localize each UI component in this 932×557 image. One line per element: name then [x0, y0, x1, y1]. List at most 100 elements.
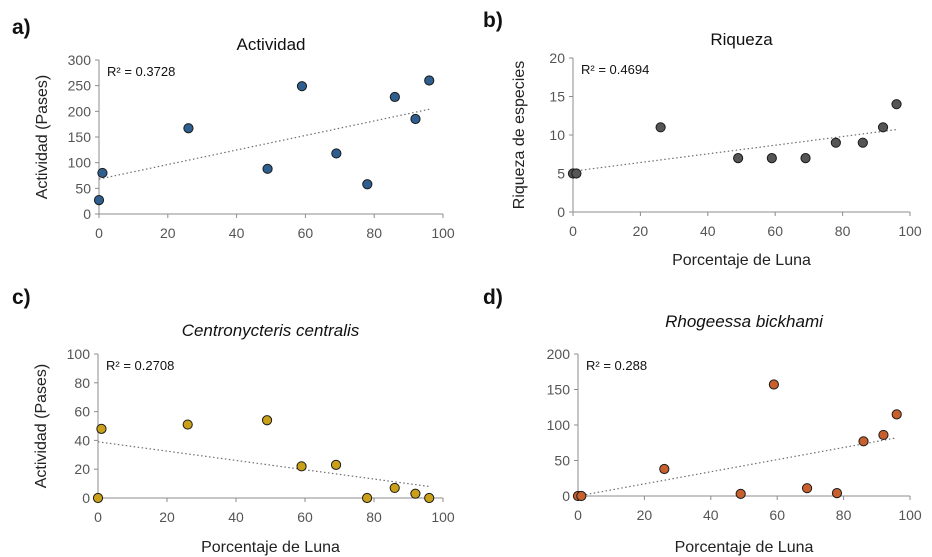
- y-tick-label: 300: [68, 52, 92, 68]
- data-point: [92, 492, 104, 504]
- data-point: [878, 429, 889, 441]
- data-point: [182, 419, 193, 430]
- data-point: [261, 415, 273, 426]
- data-point: [410, 488, 421, 499]
- x-tick-label: 20: [637, 507, 653, 523]
- chart-panel-a: a) Actividad 0 50 100 150 200 250 300 0 20 40 60 80 10…: [12, 16, 455, 241]
- data-point: [766, 153, 777, 164]
- y-tick-label: 15: [549, 89, 565, 105]
- y-tick-label: 200: [547, 346, 571, 362]
- x-tick-label: 60: [297, 509, 313, 525]
- data-point: [410, 113, 421, 125]
- panel-letter: c): [12, 286, 31, 309]
- y-tick-label: 80: [74, 375, 90, 391]
- x-tick-label: 20: [633, 223, 649, 239]
- x-tick-label: 80: [366, 225, 382, 241]
- x-tick-label: 60: [769, 507, 785, 523]
- chart-title: Actividad: [237, 35, 306, 54]
- y-tick-label: 0: [82, 490, 90, 506]
- data-point: [735, 488, 746, 499]
- panel-letter: d): [483, 286, 503, 309]
- chart-title: Centronycteris centralis: [182, 321, 360, 340]
- r-squared-label: R² = 0.288: [586, 358, 647, 373]
- data-point: [891, 99, 902, 110]
- y-tick-label: 0: [557, 204, 565, 220]
- x-tick-label: 20: [159, 509, 175, 525]
- data-point: [831, 488, 843, 499]
- x-tick-label: 60: [767, 223, 783, 239]
- trend-line: [98, 108, 430, 180]
- x-tick-label: 100: [431, 225, 455, 241]
- x-tick-label: 0: [569, 223, 577, 239]
- chart-panel-d: d) Rhogeessa bickhami 0 50 100 150 200 0 20 40 60 8…: [483, 286, 922, 556]
- r-squared-label: R² = 0.2708: [106, 358, 174, 373]
- data-point: [424, 75, 435, 86]
- data-point: [424, 492, 435, 504]
- x-tick-label: 80: [835, 223, 851, 239]
- y-tick-label: 100: [68, 155, 92, 171]
- data-point: [830, 137, 841, 148]
- y-tick-label: 150: [547, 382, 571, 398]
- x-tick-label: 40: [228, 509, 244, 525]
- data-point: [96, 423, 107, 434]
- y-axis-label: Actividad (Pases): [33, 364, 50, 489]
- y-tick-label: 50: [554, 453, 570, 469]
- x-axis-label: Porcentaje de Luna: [672, 252, 811, 269]
- chart-title: Riqueza: [710, 30, 773, 49]
- data-point: [768, 379, 779, 390]
- data-point: [296, 461, 307, 472]
- y-tick-label: 100: [67, 346, 91, 362]
- x-tick-label: 100: [431, 509, 455, 525]
- y-tick-label: 50: [75, 180, 91, 196]
- x-tick-label: 40: [700, 223, 716, 239]
- data-point: [576, 490, 587, 502]
- y-tick-label: 20: [549, 50, 565, 66]
- data-point: [858, 436, 869, 447]
- data-point: [389, 482, 400, 494]
- x-axis-label: Porcentaje de Luna: [201, 539, 340, 556]
- x-tick-label: 100: [898, 223, 922, 239]
- y-tick-label: 20: [74, 461, 90, 477]
- chart-panel-c: c) Centronycteris centralis 0 20 40 60 80 100 0 2…: [12, 286, 455, 556]
- data-point: [857, 137, 868, 148]
- data-point: [262, 163, 273, 174]
- data-point: [733, 153, 744, 164]
- data-point: [891, 409, 902, 420]
- data-point: [389, 91, 400, 103]
- panel-letter: b): [483, 9, 503, 32]
- y-tick-label: 250: [68, 78, 92, 94]
- data-point: [296, 81, 308, 92]
- x-tick-label: 40: [703, 507, 719, 523]
- x-tick-label: 80: [366, 509, 382, 525]
- chart-title: Rhogeessa bickhami: [665, 312, 824, 331]
- x-tick-label: 0: [94, 509, 102, 525]
- trend-line: [577, 437, 897, 497]
- y-tick-label: 5: [557, 166, 565, 182]
- y-tick-label: 100: [547, 417, 571, 433]
- x-tick-label: 0: [95, 225, 103, 241]
- trend-line: [572, 129, 897, 172]
- r-squared-label: R² = 0.4694: [581, 62, 649, 77]
- y-tick-label: 0: [83, 206, 91, 222]
- data-point: [362, 492, 373, 504]
- data-point: [801, 483, 813, 494]
- x-tick-label: 20: [160, 225, 176, 241]
- chart-panel-b: b) Riqueza 0 5 10 15 20 0 20 40 60 80 100 Riqueza de …: [483, 9, 922, 269]
- y-axis-label: Riqueza de especies: [511, 61, 528, 210]
- x-tick-label: 80: [836, 507, 852, 523]
- data-point: [800, 153, 811, 164]
- data-point: [362, 179, 373, 190]
- y-tick-label: 150: [68, 129, 92, 145]
- y-axis-label: Actividad (Pases): [34, 75, 51, 200]
- data-point: [571, 168, 582, 179]
- x-tick-label: 100: [898, 507, 922, 523]
- x-axis-label: Porcentaje de Luna: [675, 539, 814, 556]
- y-tick-label: 60: [74, 404, 90, 420]
- panel-letter: a): [12, 16, 31, 39]
- trend-line: [97, 441, 430, 488]
- x-tick-label: 60: [298, 225, 314, 241]
- y-tick-label: 10: [549, 127, 565, 143]
- r-squared-label: R² = 0.3728: [107, 64, 175, 79]
- data-point: [183, 123, 194, 134]
